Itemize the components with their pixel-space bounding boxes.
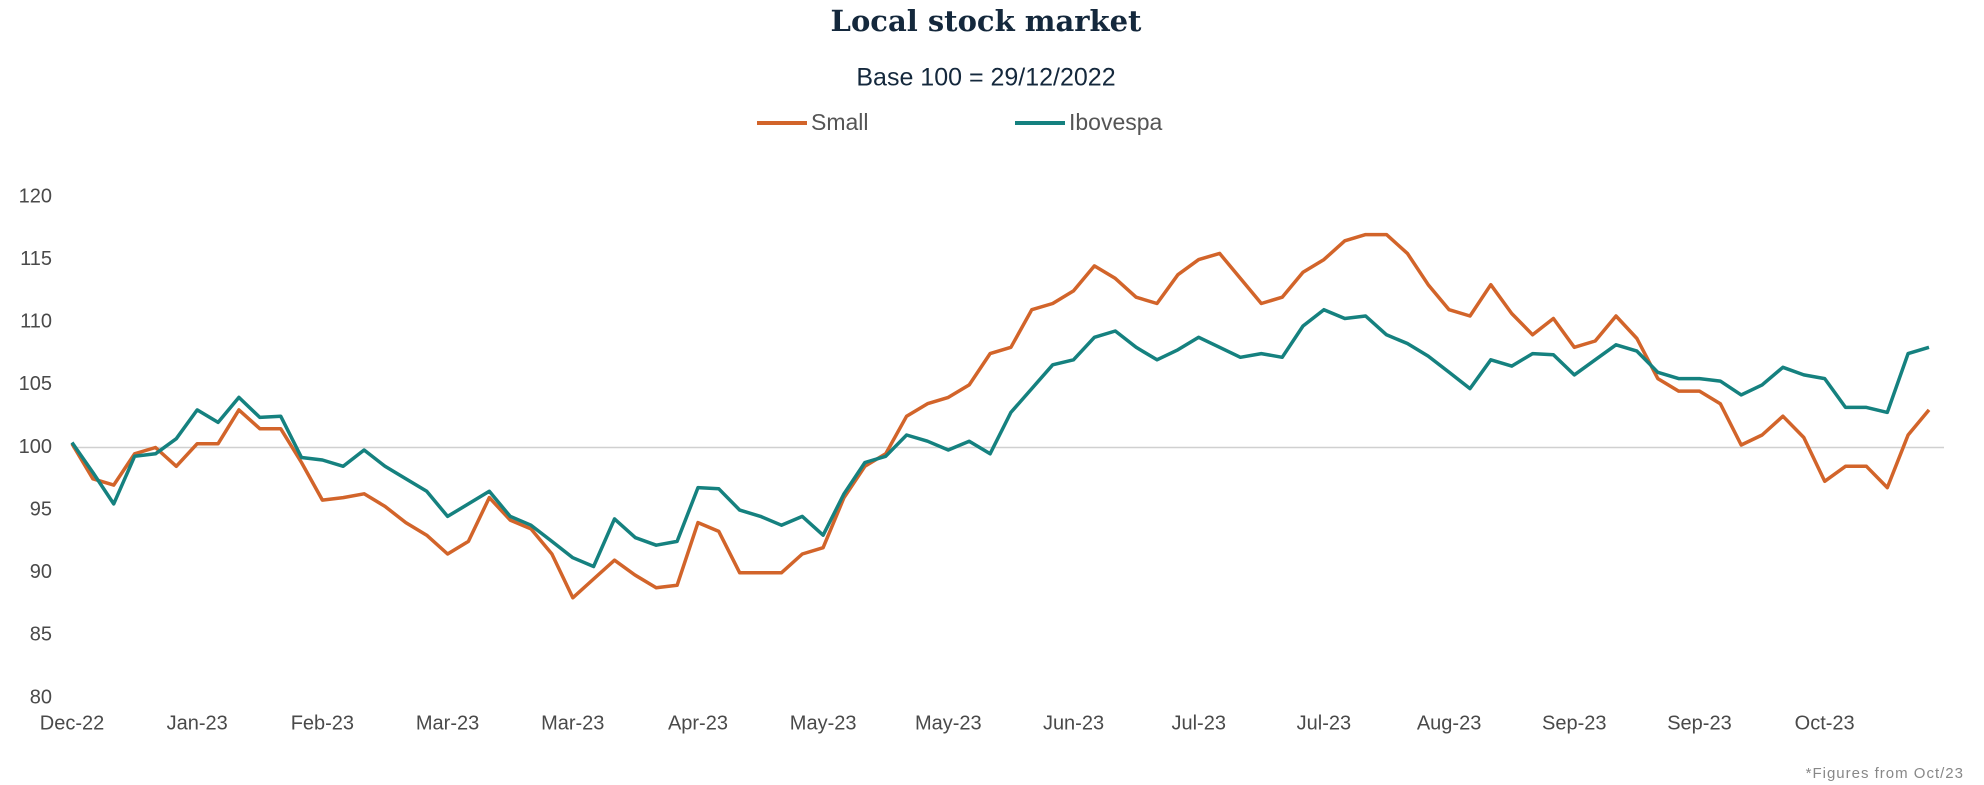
y-tick-label: 115: [20, 248, 52, 270]
y-tick-label: 95: [30, 498, 52, 520]
x-tick-label: May-23: [790, 712, 857, 734]
chart-subtitle: Base 100 = 29/12/2022: [856, 64, 1115, 92]
y-tick-label: 120: [19, 185, 52, 207]
y-tick-label: 90: [30, 561, 52, 583]
x-tick-label: Feb-23: [291, 712, 354, 734]
series-line: [70, 232, 1931, 600]
x-tick-label: Apr-23: [668, 712, 728, 734]
x-tick-label: Jun-23: [1043, 712, 1104, 734]
x-tick-label: Sep-23: [1667, 712, 1732, 734]
y-tick-label: 100: [19, 436, 52, 458]
legend-label: Ibovespa: [1069, 109, 1163, 135]
legend-label: Small: [811, 109, 869, 135]
x-tick-label: Oct-23: [1795, 712, 1855, 734]
x-tick-label: Sep-23: [1542, 712, 1607, 734]
series-line: [70, 307, 1930, 569]
y-tick-label: 85: [30, 624, 52, 646]
chart-title: Local stock market: [831, 4, 1143, 38]
y-tick-label: 80: [30, 686, 52, 708]
footnote: *Figures from Oct/23: [1806, 765, 1964, 782]
x-tick-label: Jul-23: [1171, 712, 1225, 734]
x-tick-label: Jul-23: [1297, 712, 1351, 734]
x-tick-label: Mar-23: [541, 712, 604, 734]
x-tick-label: May-23: [915, 712, 982, 734]
y-tick-label: 110: [20, 311, 52, 333]
y-tick-label: 105: [19, 373, 52, 395]
x-tick-label: Aug-23: [1417, 712, 1482, 734]
x-tick-label: Dec-22: [40, 712, 104, 734]
x-tick-label: Mar-23: [416, 712, 479, 734]
x-tick-label: Jan-23: [167, 712, 228, 734]
